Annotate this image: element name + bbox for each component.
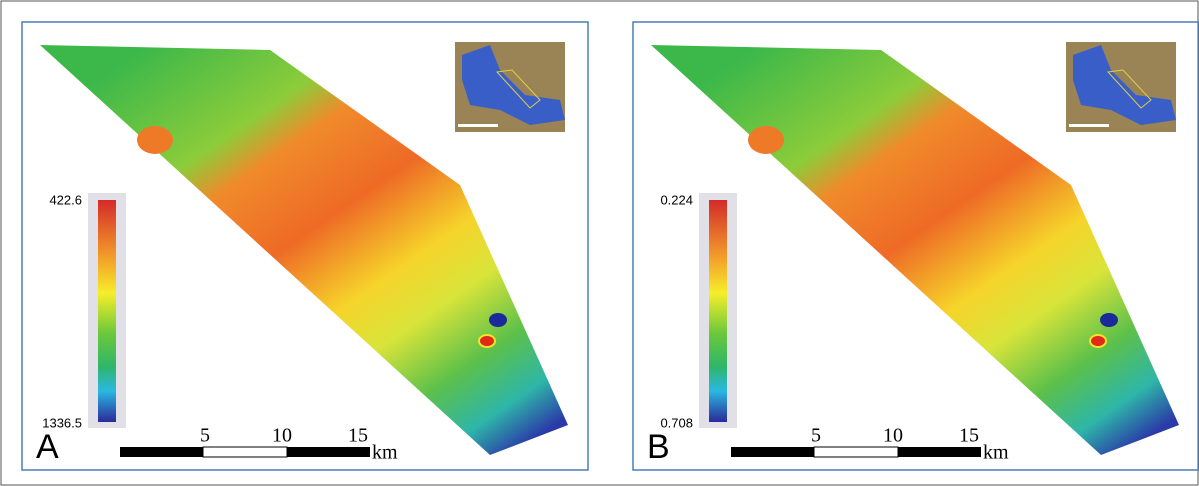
colorbar-top-label: 0.224 xyxy=(660,192,693,207)
panel-label: B xyxy=(647,428,670,466)
anomaly-high xyxy=(1090,335,1106,347)
colorbar xyxy=(98,200,116,422)
scale-seg xyxy=(203,447,287,457)
scale-unit: km xyxy=(372,442,398,464)
figure: 422.61336.5A51015km0.2240.708B51015km xyxy=(0,0,1199,486)
scale-unit: km xyxy=(983,442,1009,464)
anomaly-low xyxy=(489,313,507,327)
inset-scale xyxy=(1069,124,1109,127)
anomaly-low xyxy=(1100,313,1118,327)
scale-tick-label: 5 xyxy=(200,425,210,447)
scale-tick-label: 15 xyxy=(959,425,979,447)
colorbar xyxy=(709,200,727,422)
scale-seg xyxy=(814,447,898,457)
anomaly-orange xyxy=(137,126,173,154)
scale-seg xyxy=(898,447,981,457)
scale-seg xyxy=(120,447,203,457)
panel-label: A xyxy=(36,428,59,466)
inset-scale xyxy=(458,124,498,127)
anomaly-high xyxy=(479,335,495,347)
scale-tick-label: 10 xyxy=(272,425,292,447)
scale-tick-label: 15 xyxy=(348,425,368,447)
scale-seg xyxy=(731,447,814,457)
scale-tick-label: 10 xyxy=(883,425,903,447)
anomaly-orange xyxy=(748,126,784,154)
scale-seg xyxy=(287,447,370,457)
scale-tick-label: 5 xyxy=(811,425,821,447)
colorbar-top-label: 422.6 xyxy=(49,192,82,207)
